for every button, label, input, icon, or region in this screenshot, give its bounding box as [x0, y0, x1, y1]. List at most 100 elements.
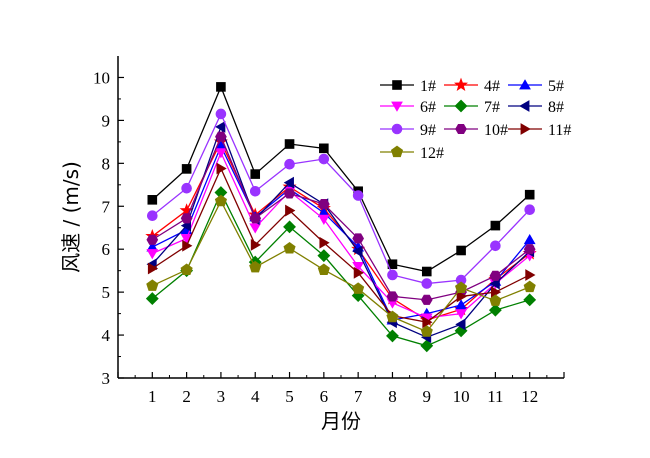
- data-point: [523, 280, 536, 293]
- data-point: [285, 204, 296, 217]
- data-point: [317, 249, 331, 263]
- data-point: [420, 339, 434, 353]
- data-point: [216, 162, 227, 175]
- x-tick-label: 7: [354, 387, 363, 406]
- legend-item: 11#: [508, 122, 571, 139]
- data-point: [456, 245, 466, 256]
- data-point: [317, 263, 330, 275]
- data-point: [455, 281, 468, 293]
- legend-marker: [392, 80, 402, 90]
- x-tick-label: 12: [521, 387, 538, 406]
- legend-marker: [519, 100, 530, 112]
- data-point: [283, 188, 296, 199]
- legend-label: 8#: [548, 99, 564, 116]
- data-point: [249, 260, 262, 273]
- legend-label: 5#: [548, 78, 564, 95]
- series-line: [152, 199, 530, 333]
- data-point: [180, 263, 193, 275]
- data-point: [490, 240, 501, 252]
- data-point: [352, 282, 365, 294]
- x-tick-label: 1: [148, 387, 157, 406]
- data-point: [250, 239, 262, 251]
- series-line: [151, 140, 531, 321]
- x-tick-label: 5: [285, 387, 294, 406]
- legend-marker: [455, 123, 467, 135]
- data-point: [353, 266, 364, 279]
- legend-label: 9#: [420, 122, 436, 139]
- legend-marker: [453, 77, 469, 91]
- series-line: [151, 166, 530, 323]
- data-point: [488, 303, 502, 317]
- x-tick-label: 10: [453, 387, 470, 406]
- y-tick-label: 10: [93, 68, 110, 87]
- legend-label: 11#: [548, 122, 571, 139]
- legend-label: 7#: [484, 99, 500, 116]
- data-point: [147, 210, 158, 222]
- series-line: [151, 124, 531, 338]
- data-point: [215, 108, 227, 120]
- x-tick-label: 4: [251, 387, 260, 406]
- legend-label: 12#: [420, 145, 444, 162]
- data-point: [249, 213, 262, 224]
- data-point: [284, 139, 295, 149]
- data-point: [216, 82, 226, 92]
- series-layer: [145, 82, 537, 353]
- data-point: [525, 269, 536, 281]
- data-point: [490, 220, 501, 231]
- data-point: [249, 223, 262, 234]
- data-point: [146, 279, 159, 291]
- data-point: [215, 131, 227, 142]
- data-point: [146, 249, 159, 260]
- data-point: [250, 169, 261, 179]
- legend-label: 4#: [484, 78, 500, 95]
- data-point: [386, 329, 399, 343]
- data-point: [420, 325, 433, 337]
- legend-item: 6#: [380, 99, 436, 116]
- x-tick-label: 3: [217, 387, 226, 406]
- legend-label: 1#: [420, 78, 436, 95]
- y-tick-label: 7: [102, 197, 111, 216]
- data-point: [352, 190, 364, 201]
- x-tick-label: 6: [320, 387, 329, 406]
- legend-label: 10#: [484, 122, 508, 139]
- data-point: [145, 292, 159, 305]
- legend-item: 8#: [508, 99, 564, 116]
- x-tick-label: 9: [423, 387, 432, 406]
- x-tick-label: 8: [388, 387, 397, 406]
- data-point: [318, 199, 330, 210]
- data-point: [489, 294, 502, 306]
- y-tick-label: 5: [102, 283, 111, 302]
- data-point: [352, 261, 365, 273]
- data-point: [283, 241, 296, 254]
- series-1: [147, 82, 535, 277]
- data-point: [215, 148, 227, 159]
- data-point: [420, 294, 433, 305]
- series-line: [151, 112, 531, 285]
- series-10: [146, 194, 536, 337]
- data-point: [387, 269, 398, 281]
- x-tick-label: 2: [182, 387, 191, 406]
- data-point: [386, 291, 399, 302]
- data-point: [146, 234, 159, 245]
- data-point: [182, 239, 193, 252]
- data-point: [147, 195, 158, 205]
- series-line: [152, 144, 531, 321]
- data-point: [181, 164, 192, 174]
- legend-marker: [391, 101, 403, 112]
- series-7: [147, 108, 535, 289]
- legend-marker: [520, 123, 531, 135]
- legend-label: 6#: [420, 99, 436, 116]
- legend-item: 10#: [444, 122, 508, 139]
- y-axis-title: 风速 / (m/s): [59, 161, 83, 273]
- data-point: [524, 189, 535, 200]
- data-point: [422, 316, 433, 329]
- y-tick-label: 4: [102, 326, 111, 345]
- data-point: [352, 245, 363, 258]
- data-point: [284, 158, 295, 170]
- legend-item: 1#: [380, 78, 436, 95]
- data-point: [489, 270, 502, 281]
- y-tick-label: 9: [102, 111, 111, 130]
- data-point: [455, 318, 466, 331]
